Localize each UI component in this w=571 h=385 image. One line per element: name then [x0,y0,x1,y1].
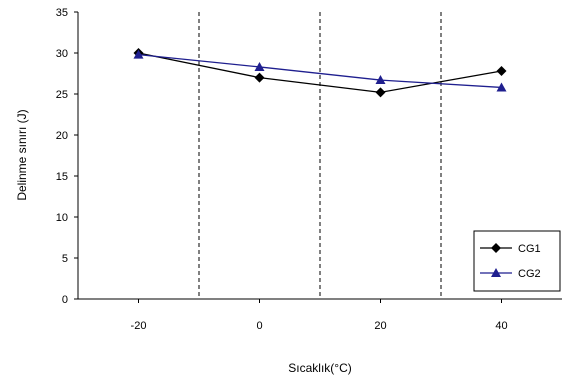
y-tick-label-2: 10 [56,212,68,224]
y-axis-ticks: 0 5 10 15 20 25 30 35 [56,7,78,306]
y-tick-label-0: 0 [62,294,68,306]
y-tick-label-6: 30 [56,48,68,60]
legend-label-cg2: CG2 [518,268,541,280]
point-cg2-2 [375,75,386,85]
point-cg2-3 [496,82,507,92]
legend-label-cg1: CG1 [518,243,541,255]
point-cg1-2 [375,87,386,98]
x-tick-label-1: 0 [256,320,262,332]
point-cg2-0 [133,49,144,59]
y-tick-label-3: 15 [56,171,68,183]
point-cg1-1 [254,72,265,83]
legend-marker-cg2 [491,268,501,277]
legend-box [473,230,561,292]
y-tick-label-5: 25 [56,89,68,101]
x-axis-ticks: -20 0 20 40 [131,299,508,332]
legend: CG1 CG2 [473,230,561,292]
x-tick-label-3: 40 [495,320,507,332]
point-cg1-3 [496,66,507,77]
legend-marker-cg1 [491,243,501,253]
y-axis-title: Delinme sınırı (J) [15,109,29,200]
series-line-cg2 [138,53,502,89]
series-line-cg1 [138,52,502,94]
dashed-divider-lines [198,12,442,299]
series-group [133,48,507,98]
y-tick-label-1: 5 [62,253,68,265]
y-tick-label-4: 20 [56,130,68,142]
y-tick-label-7: 35 [56,7,68,19]
point-cg2-1 [254,61,265,71]
x-axis-title: Sıcaklık(°C) [288,361,351,375]
x-tick-label-0: -20 [131,320,147,332]
x-tick-label-2: 20 [374,320,386,332]
